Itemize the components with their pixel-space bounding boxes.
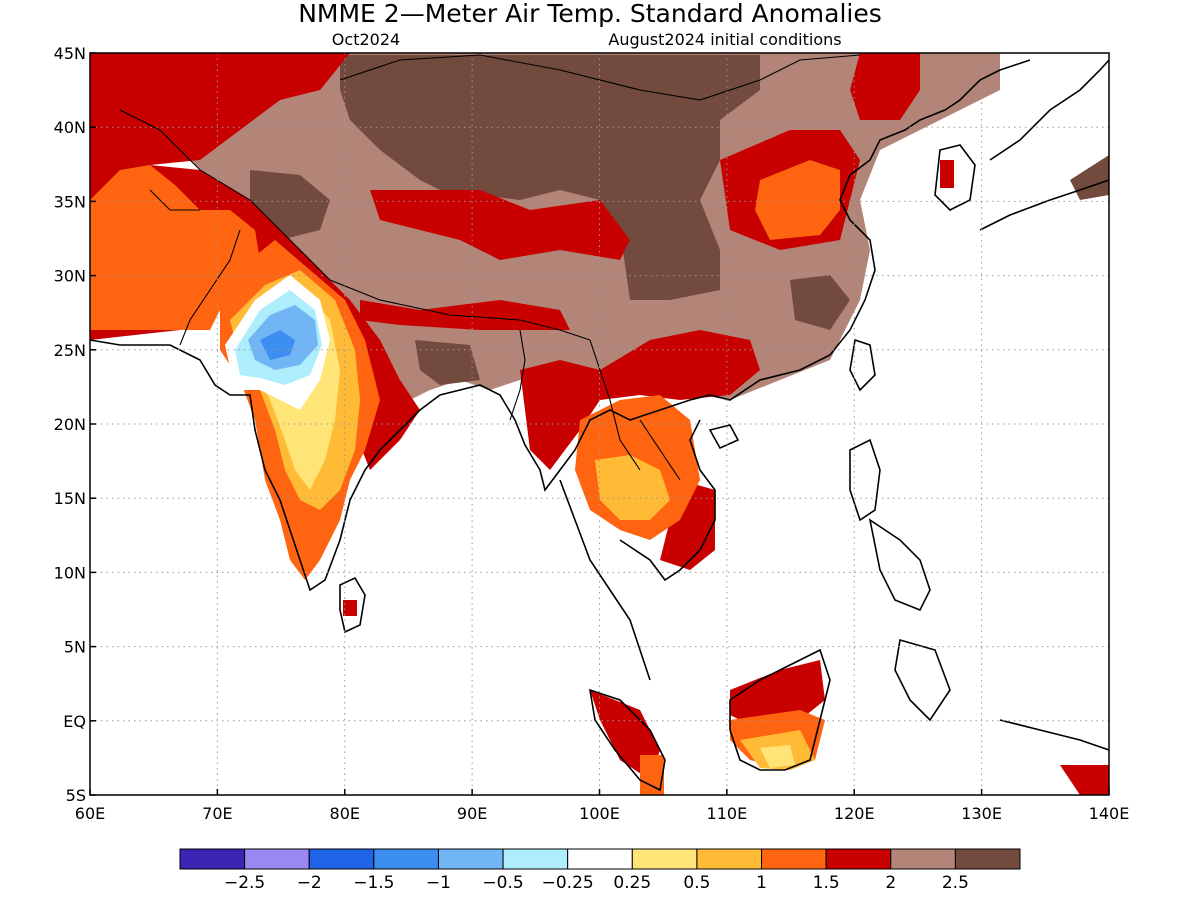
colorbar-label: −2.5: [224, 873, 265, 893]
anomaly-cell-red-srilanka: [343, 600, 357, 616]
lat-tick-label: 30N: [54, 267, 86, 286]
anomaly-cell-red-korea: [940, 160, 954, 188]
lon-tick-label: 140E: [1089, 804, 1130, 823]
lat-tick-label: 10N: [54, 563, 86, 582]
anomaly-region-dark-brown-japan: [1070, 155, 1109, 200]
colorbar-label: 1: [756, 873, 767, 893]
lon-tick-label: 130E: [961, 804, 1002, 823]
colorbar-label: −0.25: [542, 873, 594, 893]
colorbar-swatch: [890, 848, 956, 870]
colorbar-label: 0.5: [683, 873, 710, 893]
anomaly-region-yellow-borneo: [760, 745, 795, 768]
lat-tick-label: 15N: [54, 489, 86, 508]
anomaly-region-orange-west: [90, 165, 260, 330]
anomaly-fields: [90, 53, 1109, 795]
lat-tick-label: 20N: [54, 415, 86, 434]
lon-tick-label: 60E: [75, 804, 105, 823]
colorbar-swatch: [437, 848, 504, 870]
colorbar-label: 0.25: [613, 873, 651, 893]
lon-tick-label: 100E: [579, 804, 620, 823]
colorbar-label: −0.5: [482, 873, 523, 893]
colorbar-label: 1.5: [813, 873, 840, 893]
colorbar-label: −2: [297, 873, 322, 893]
colorbar-label: −1.5: [353, 873, 394, 893]
map-panel: [90, 53, 1109, 795]
colorbar-swatch: [308, 848, 375, 870]
colorbar-swatch: [954, 848, 1021, 870]
anomaly-region-red-newguinea: [1060, 765, 1109, 795]
colorbar-swatch: [373, 848, 439, 870]
anomaly-region-red-borneo: [730, 660, 825, 725]
colorbar-swatch: [761, 848, 827, 870]
colorbar-swatch: [244, 848, 310, 870]
lon-tick-label: 110E: [707, 804, 748, 823]
colorbar-label: 2: [885, 873, 896, 893]
anomaly-region-red-west: [90, 53, 350, 190]
anomaly-region-light-orange-thailand: [595, 455, 670, 520]
lon-tick-label: 120E: [834, 804, 875, 823]
colorbar-label: 2.5: [942, 873, 969, 893]
lon-tick-label: 90E: [457, 804, 487, 823]
lon-tick-label: 80E: [330, 804, 360, 823]
coastlines: [90, 59, 1109, 792]
lat-tick-label: 40N: [54, 118, 86, 137]
colorbar-swatch: [179, 848, 246, 870]
anomaly-region-orange-china: [755, 160, 840, 240]
anomaly-region-cool-1: [260, 330, 295, 360]
lat-tick-label: 25N: [54, 341, 86, 360]
colorbar-legend: −2.5 −2 −1.5 −1 −0.5 −0.25 0.25 0.5 1 1.5 2 2.5: [179, 848, 1021, 893]
anomaly-region-dark-brown-north: [340, 55, 760, 300]
map-subtitle-initial-conditions: August2024 initial conditions: [608, 30, 841, 49]
lat-tick-label: 45N: [54, 44, 86, 63]
lon-tick-label: 70E: [202, 804, 232, 823]
map-subtitle-month: Oct2024: [332, 30, 400, 49]
lat-tick-label: 35N: [54, 192, 86, 211]
map-axes: 60E 70E 80E 90E 100E 110E 120E 130E 140E 45N 40N 35…: [54, 44, 1130, 823]
anomaly-region-red-manchuria: [850, 53, 920, 120]
anomaly-region-red-tibet: [370, 190, 630, 260]
anomaly-region-dark-brown-bengal: [415, 340, 480, 385]
lat-tick-label: 5N: [64, 638, 86, 657]
colorbar-swatch: [696, 848, 763, 870]
colorbar-swatch: [567, 848, 633, 870]
anomaly-region-red-indochina: [520, 330, 760, 470]
colorbar-swatch: [631, 848, 698, 870]
colorbar-label: −1: [426, 873, 451, 893]
lat-tick-label: EQ: [63, 712, 86, 731]
colorbar-swatch: [825, 848, 892, 870]
anomaly-region-dark-brown-china: [790, 275, 850, 330]
lat-tick-label: 5S: [66, 786, 86, 805]
country-borders: [119, 54, 861, 481]
map-title: NMME 2—Meter Air Temp. Standard Anomalie…: [298, 0, 882, 28]
colorbar-swatch: [502, 848, 569, 870]
anomaly-region-red-himalaya: [360, 300, 570, 330]
